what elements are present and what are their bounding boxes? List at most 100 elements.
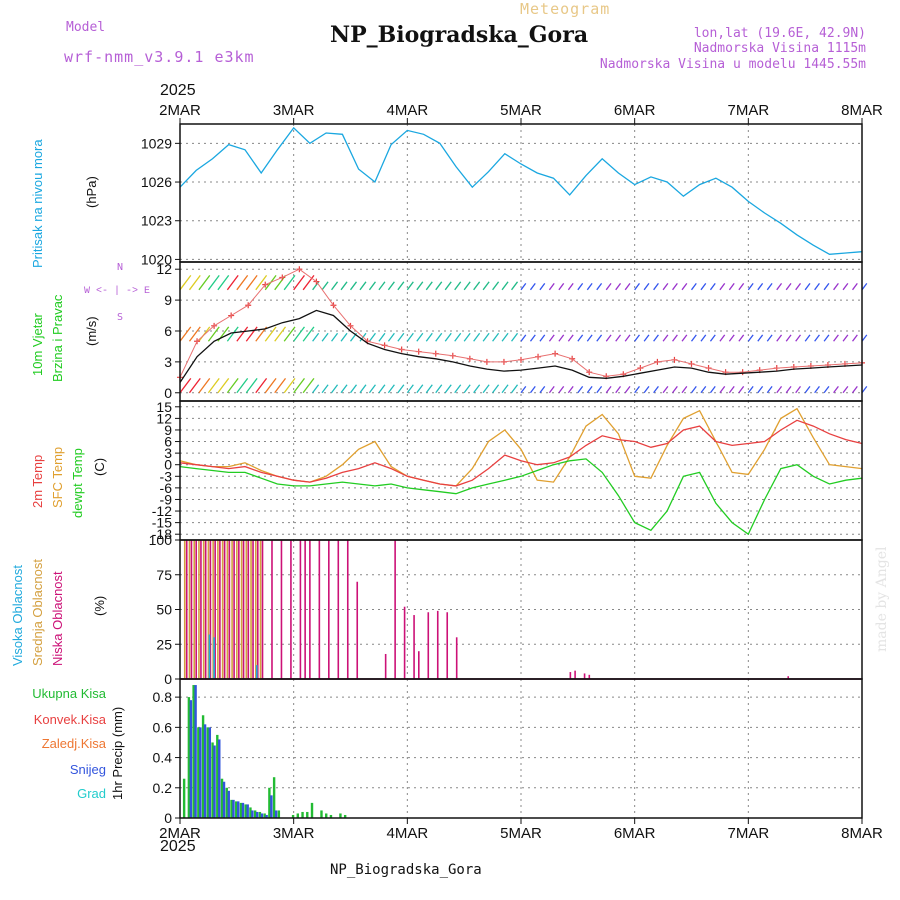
wind-barb <box>548 385 555 394</box>
wind-barb <box>776 385 783 394</box>
wind-barb <box>302 377 315 394</box>
precip-bar <box>274 810 278 818</box>
wind-barb <box>473 281 481 291</box>
wind-barb <box>283 377 296 394</box>
wind-barb <box>179 377 192 394</box>
wind-tick-label: 12 <box>156 261 172 277</box>
wind-barb <box>643 385 650 394</box>
wind-tick-label: 9 <box>164 292 172 308</box>
wind-barb <box>672 334 678 342</box>
wind-barb <box>492 384 500 394</box>
wind-barb <box>567 385 574 394</box>
wind-barb <box>662 334 669 342</box>
x-tick-label-bottom: 7MAR <box>727 825 769 842</box>
precip-bar <box>270 795 273 818</box>
wind-barb <box>634 283 640 291</box>
wind-barb <box>690 334 697 342</box>
model-name: wrf-nmm_v3.9.1 e3km <box>64 48 255 66</box>
wind-barb <box>662 385 669 394</box>
wind-barb <box>861 385 868 394</box>
wind-barb <box>672 385 678 394</box>
x-tick-label-top: 3MAR <box>273 102 315 119</box>
legend-freezing-rain: Zaledj.Kisa <box>41 736 106 751</box>
wind-barb <box>615 385 622 394</box>
wind-barb <box>416 281 424 291</box>
precip-bar <box>189 700 193 818</box>
model-label: Model <box>66 20 106 35</box>
wind-barb <box>586 283 593 291</box>
wind-barb <box>672 283 678 291</box>
wind-barb <box>331 281 339 291</box>
wind-barb <box>463 384 471 394</box>
wind-barb <box>207 275 220 291</box>
wind-barb <box>529 334 536 342</box>
x-tick-label-top: 2MAR <box>159 102 201 119</box>
precip-tick-label: 0.6 <box>153 719 173 735</box>
wind-barb <box>454 281 462 291</box>
cloud-tick-label: 100 <box>149 532 173 548</box>
dewpt-line <box>179 458 863 536</box>
wind-barb <box>624 283 631 291</box>
wind-barb <box>596 385 603 394</box>
precip-bar <box>251 810 254 818</box>
wind-barb <box>482 384 490 394</box>
wind-barb <box>776 283 783 291</box>
wind-barb <box>605 283 612 291</box>
wind-barb <box>634 334 640 342</box>
wind-barb <box>804 334 811 342</box>
wind-barb <box>245 275 258 291</box>
wind-barb <box>719 385 726 394</box>
precip-tick-label: 0 <box>164 810 172 826</box>
station-coords: lon,lat (19.6E, 42.9N) <box>693 26 866 41</box>
wind-barb <box>520 334 527 342</box>
wind-barb <box>359 281 367 291</box>
wind-barb <box>558 385 565 394</box>
wind-barb <box>331 384 339 394</box>
precip-bar <box>197 727 200 818</box>
precip-bar <box>306 811 309 818</box>
wind-barb <box>700 283 707 291</box>
wind-barb <box>558 283 565 291</box>
precip-tick-label: 0.8 <box>153 689 173 705</box>
wind-barb <box>823 283 830 291</box>
wind-barb <box>378 332 386 342</box>
wind-barb <box>529 385 536 394</box>
wind-barb <box>719 334 726 342</box>
cloud-tick-label: 25 <box>156 636 172 652</box>
wind-barb <box>823 385 830 394</box>
wind-barb <box>501 384 509 394</box>
wind-barb <box>302 275 315 291</box>
wind-barb <box>757 385 764 394</box>
wind-barb <box>567 334 574 342</box>
precip-bar <box>222 781 226 818</box>
wind-barb <box>776 334 783 342</box>
wind-barb <box>226 377 239 394</box>
wind-barb <box>624 385 631 394</box>
temp-tick-label: -9 <box>160 491 173 507</box>
wind-barb <box>709 385 716 394</box>
wind-barb <box>217 377 230 394</box>
wind-barb <box>349 281 358 291</box>
precip-bar <box>206 727 210 818</box>
temp-tick-label: 12 <box>156 410 172 426</box>
wind-barb <box>425 281 433 291</box>
wind-barb <box>454 384 462 394</box>
wind-barb <box>264 326 277 342</box>
wind-barb <box>492 332 500 342</box>
precip-bar <box>201 715 205 818</box>
wind-barb <box>207 326 220 342</box>
wind-compass-n: N <box>117 262 124 273</box>
wind-barb <box>634 385 640 394</box>
x-tick-label-bottom: 3MAR <box>273 825 315 842</box>
wind-barb <box>397 384 405 394</box>
wind-barb <box>567 283 574 291</box>
wind-barb <box>406 384 414 394</box>
wind-barb <box>690 283 697 291</box>
wind-tick-label: 6 <box>164 323 172 339</box>
wind-barb <box>444 332 452 342</box>
wind-barb <box>690 385 697 394</box>
precip-tick-label: 0.2 <box>153 780 173 796</box>
x-tick-label-top: 8MAR <box>841 102 883 119</box>
wind-barb <box>387 384 395 394</box>
